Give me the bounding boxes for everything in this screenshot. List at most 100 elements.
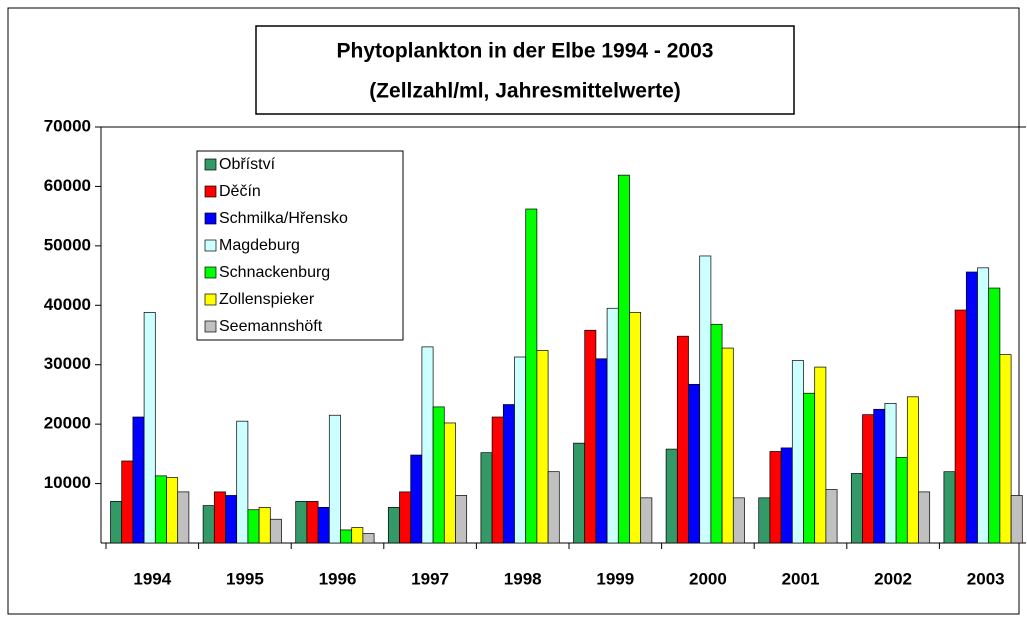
bar [732,497,745,544]
bar [351,527,364,544]
bar [399,491,412,544]
bar [573,442,586,544]
bar [421,346,434,544]
legend-label: Zollenspieker [219,291,315,308]
bar [362,533,375,544]
bar [432,406,445,544]
bar [688,383,701,544]
bar [225,495,238,544]
bar [629,312,642,544]
y-tick-label: 50000 [44,235,91,254]
y-tick-label: 20000 [44,414,91,433]
y-tick-label: 40000 [44,295,91,314]
x-tick-label: 1997 [411,569,449,588]
bar [640,497,653,544]
bar [455,495,468,544]
legend-label: Obříství [219,156,276,173]
bar [340,529,353,544]
x-tick-label: 1999 [596,569,634,588]
legend-label: Seemannshöft [219,318,323,335]
bar [791,360,804,544]
bar [965,271,978,544]
legend-swatch [204,212,217,225]
bar [536,350,549,544]
legend-swatch [204,239,217,252]
bar [617,174,630,544]
bar [525,208,538,544]
bar [213,491,226,544]
x-tick-label: 2001 [782,569,820,588]
bar [595,358,608,544]
legend-swatch [204,266,217,279]
bar [154,475,167,544]
bar [502,404,515,544]
bar [317,506,330,544]
x-tick-label: 1998 [504,569,542,588]
bar [143,312,156,544]
bar [862,414,875,544]
legend-swatch [204,158,217,171]
bar [480,452,493,544]
bar [999,354,1012,544]
x-tick-label: 2003 [967,569,1005,588]
bar [606,307,619,544]
bar [710,323,723,544]
bar [258,506,271,544]
bar [328,414,341,544]
x-tick-label: 2000 [689,569,727,588]
bar [247,509,260,544]
legend-label: Schnackenburg [219,264,330,281]
bar [906,396,919,544]
legend-label: Schmilka/Hřensko [219,210,348,227]
y-tick-label: 30000 [44,354,91,373]
bar [166,477,179,544]
x-tick-label: 1995 [226,569,264,588]
y-tick-label: 70000 [44,116,91,135]
bar [202,505,215,544]
bar [236,420,249,544]
bar [387,506,400,544]
y-tick-label: 10000 [44,473,91,492]
bar [306,501,319,544]
bar [825,489,838,544]
bar [443,422,456,544]
bar [121,460,134,544]
bar [988,287,1001,544]
legend-label: Děčín [219,183,261,200]
x-tick-label: 2002 [874,569,912,588]
legend-swatch [204,320,217,333]
bar [884,402,897,544]
bar [769,451,782,544]
bar [954,309,967,544]
title-box [255,25,795,115]
bar [1010,495,1023,544]
bar [873,408,886,544]
chart-subtitle: (Zellzahl/ml, Jahresmittelwerte) [369,80,681,103]
bar [410,454,423,544]
bar [895,457,908,544]
legend-swatch [204,185,217,198]
legend-label: Magdeburg [219,237,300,254]
bar [977,267,990,544]
bar [547,471,560,544]
bar [110,501,123,544]
bar [177,491,190,544]
bar [514,356,527,544]
chart-title: Phytoplankton in der Elbe 1994 - 2003 [337,40,714,63]
bar [850,473,863,544]
legend-box [196,150,404,341]
bar [699,255,712,544]
bar [676,335,689,544]
bar [780,447,793,544]
bar [132,416,145,544]
bar [584,329,597,544]
x-tick-label: 1994 [133,569,171,588]
bar [491,416,504,544]
bar [943,471,956,544]
bar [814,366,827,544]
bar [918,491,931,544]
bar [295,501,308,544]
legend-swatch [204,293,217,306]
bar [758,497,771,544]
